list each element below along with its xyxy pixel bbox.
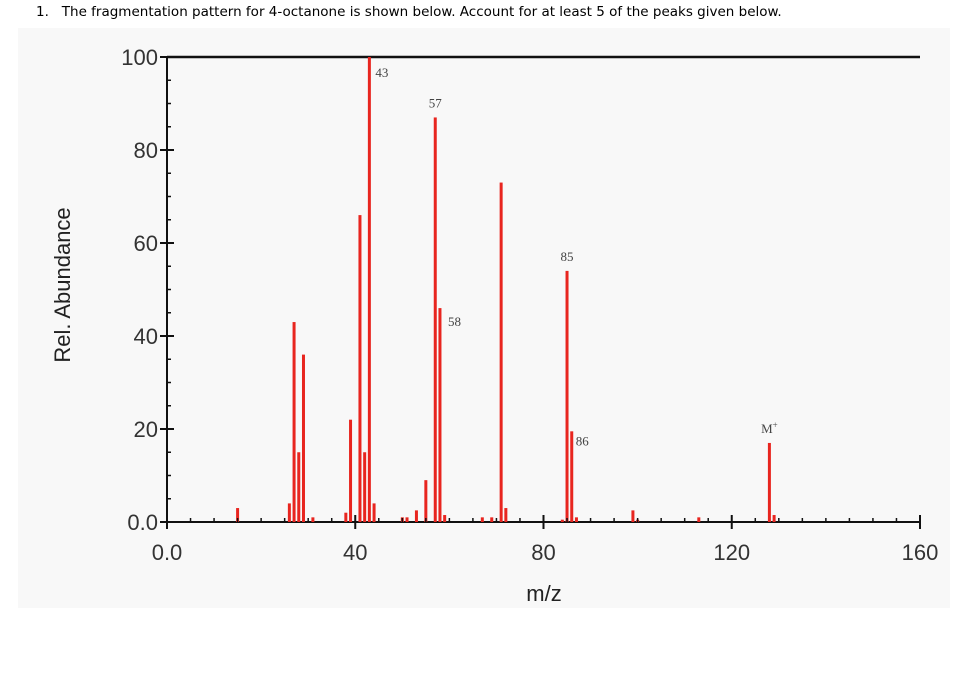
peak-bar-72	[504, 508, 508, 522]
peak-bar-28	[297, 452, 301, 522]
peak-bar-99	[631, 510, 635, 522]
y-tick-label: 60	[134, 231, 158, 256]
y-tick-label: 20	[134, 417, 158, 442]
peak-bar-39	[349, 419, 353, 522]
peak-label-M: M+	[761, 420, 778, 436]
peak-label-86: 86	[576, 433, 590, 448]
x-tick-label: 120	[713, 540, 750, 565]
peak-bar-87	[574, 517, 578, 522]
peak-bar-43	[367, 57, 371, 522]
x-tick-label: 160	[902, 540, 939, 565]
peak-bar-31	[311, 517, 315, 522]
peak-bar-84	[560, 519, 564, 522]
peak-bar-59	[443, 515, 447, 522]
axes-group	[166, 55, 920, 523]
peak-labels-group: 43 57 58 85 86 M+	[375, 65, 777, 448]
peak-bar-129	[772, 515, 776, 522]
y-tick-label: 0.0	[127, 510, 158, 535]
peak-bar-57	[433, 117, 437, 522]
question-number: 1.	[36, 4, 49, 20]
peak-label-85: 85	[561, 249, 574, 264]
peak-label-57: 57	[429, 95, 443, 110]
peak-bar-113	[697, 517, 701, 522]
peak-bar-86	[570, 431, 574, 522]
peak-bar-15	[236, 508, 240, 522]
peaks-group	[236, 57, 776, 523]
peak-label-superscript: +	[773, 420, 778, 430]
peak-label-43: 43	[375, 65, 388, 80]
x-tick-label: 0.0	[152, 540, 183, 565]
peak-bar-38	[344, 512, 348, 522]
y-tick-label: 80	[134, 138, 158, 163]
peak-bar-41	[358, 215, 362, 522]
question-text: 1. The fragmentation pattern for 4-octan…	[36, 4, 782, 20]
ticks-group: 0.0 40 80 120 160 0.0 20 40 60 80 100	[121, 45, 938, 565]
x-tick-label: 40	[343, 540, 367, 565]
peak-bar-67	[480, 517, 484, 522]
x-axis-title: m/z	[526, 581, 561, 606]
peak-bar-42	[363, 452, 367, 522]
y-tick-label: 40	[134, 324, 158, 349]
peak-bar-44	[372, 503, 376, 522]
x-tick-label: 80	[531, 540, 555, 565]
peak-bar-71	[499, 182, 503, 523]
peak-bar-55	[424, 480, 428, 522]
peak-bar-26	[287, 503, 291, 522]
peak-label-58: 58	[448, 314, 461, 329]
peak-bar-85	[565, 270, 569, 522]
peak-bar-53	[414, 510, 418, 522]
peak-bar-29	[301, 354, 305, 522]
peak-bar-128	[767, 442, 771, 522]
peak-bar-51	[405, 517, 409, 522]
question-body: The fragmentation pattern for 4-octanone…	[61, 4, 782, 20]
plot-background	[18, 28, 950, 608]
y-tick-label: 100	[121, 45, 158, 70]
y-axis-title: Rel. Abundance	[50, 207, 75, 362]
peak-bar-58	[438, 308, 442, 522]
peak-bar-69	[490, 517, 494, 522]
peak-bar-27	[292, 322, 296, 522]
